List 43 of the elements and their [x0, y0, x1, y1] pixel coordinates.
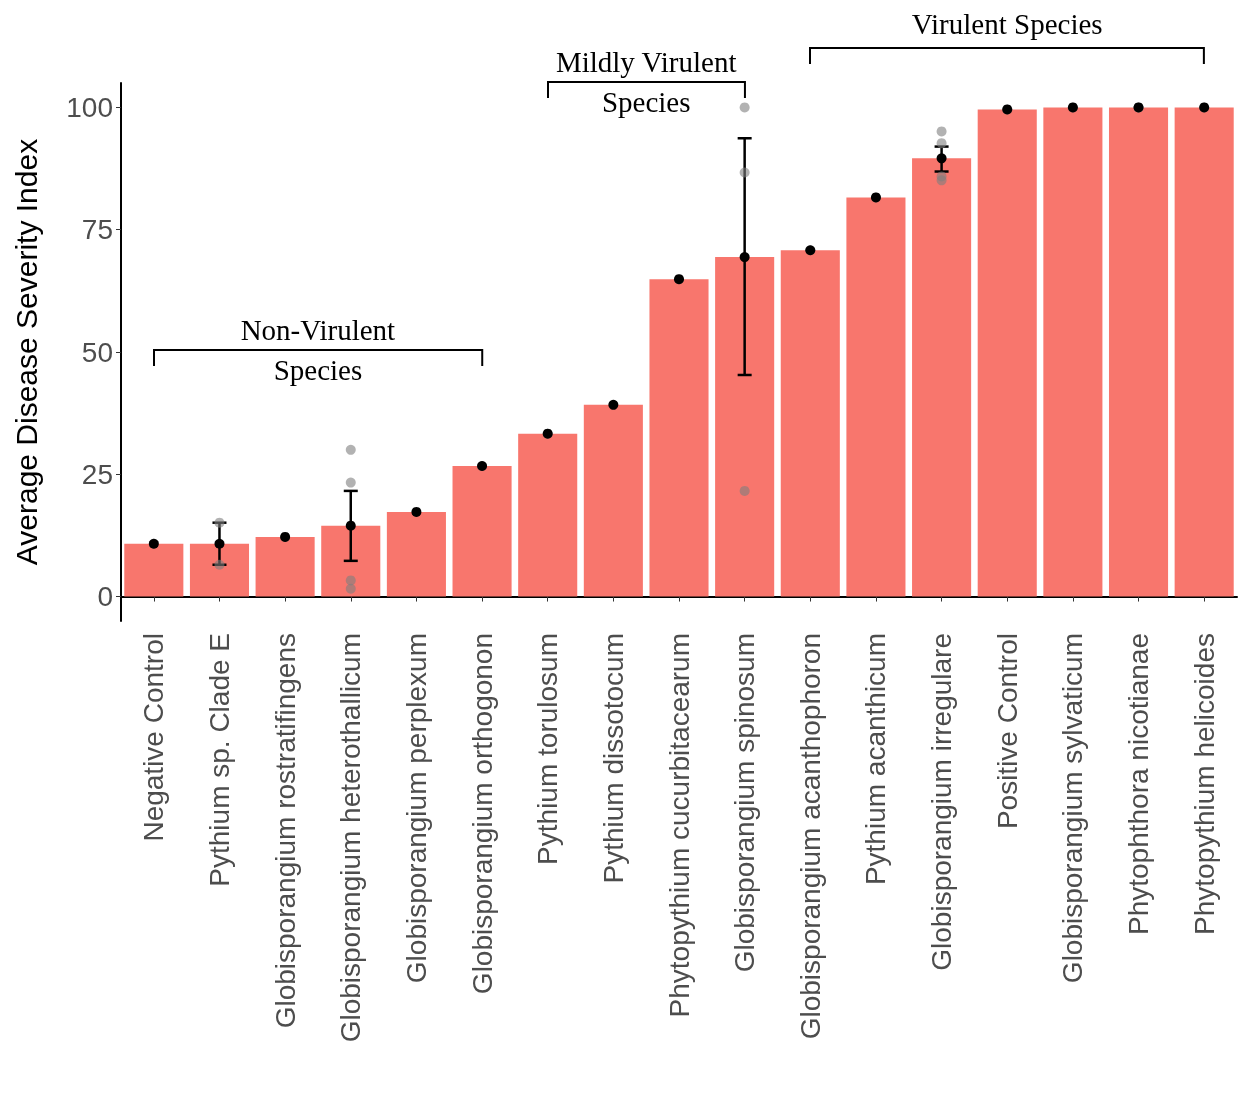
x-tick-label: Globisporangium heterothallicum — [335, 633, 367, 1043]
x-tick-label: Globisporangium irregulare — [926, 633, 958, 971]
bar — [977, 109, 1037, 597]
bar — [189, 543, 250, 597]
y-tick-label: 75 — [81, 214, 113, 246]
bar — [255, 536, 315, 597]
bar — [912, 158, 972, 597]
x-tick-label: Globisporangium spinosum — [729, 633, 761, 973]
bar — [321, 525, 381, 597]
bar — [1174, 107, 1234, 597]
x-tick-label: Pythium acanthicum — [860, 633, 892, 886]
y-tick-label: 25 — [81, 458, 113, 490]
annotation: Non-Virulent Species — [239, 313, 397, 388]
text: Virulent Species — [910, 7, 1104, 42]
bar — [715, 257, 775, 597]
bar — [452, 465, 512, 597]
y-axis-title: Average Disease Severity Index — [9, 138, 43, 566]
x-tick-label: Globisporangium sylvaticum — [1057, 633, 1089, 984]
x-tick-label: Pythium sp. Clade E — [203, 633, 235, 887]
x-tick-label: Globisporangium rostratifingens — [269, 633, 301, 1029]
x-tick-label: Pythium dissotocum — [597, 633, 629, 884]
y-tick-label: 100 — [66, 91, 113, 123]
bar — [124, 543, 184, 597]
x-tick-label: Phytopythium cucurbitacearum — [663, 633, 695, 1018]
x-tick-label: Globisporangium orthogonon — [466, 633, 498, 995]
x-tick-label: Negative Control — [138, 633, 170, 842]
x-tick-label: Pythium torulosum — [532, 633, 564, 865]
x-tick-label: Positive Control — [991, 633, 1023, 830]
x-tick-label: Globisporangium acanthophoron — [794, 633, 826, 1040]
bar — [386, 511, 446, 597]
x-tick-label: Globisporangium perplexum — [400, 633, 432, 984]
y-tick-label: 0 — [97, 581, 113, 613]
y-tick-label: 50 — [81, 336, 113, 368]
bar — [780, 250, 840, 597]
bar — [518, 433, 578, 597]
bar — [1043, 107, 1103, 597]
bar — [583, 404, 643, 597]
bar — [1108, 107, 1169, 597]
x-tick-label: Phytophthora nicotianae — [1123, 633, 1155, 935]
bar — [846, 197, 906, 597]
bar — [649, 279, 709, 597]
x-tick-label: Phytopythium helicoides — [1188, 633, 1220, 935]
annotation: Mildly Virulent Species — [554, 45, 738, 120]
